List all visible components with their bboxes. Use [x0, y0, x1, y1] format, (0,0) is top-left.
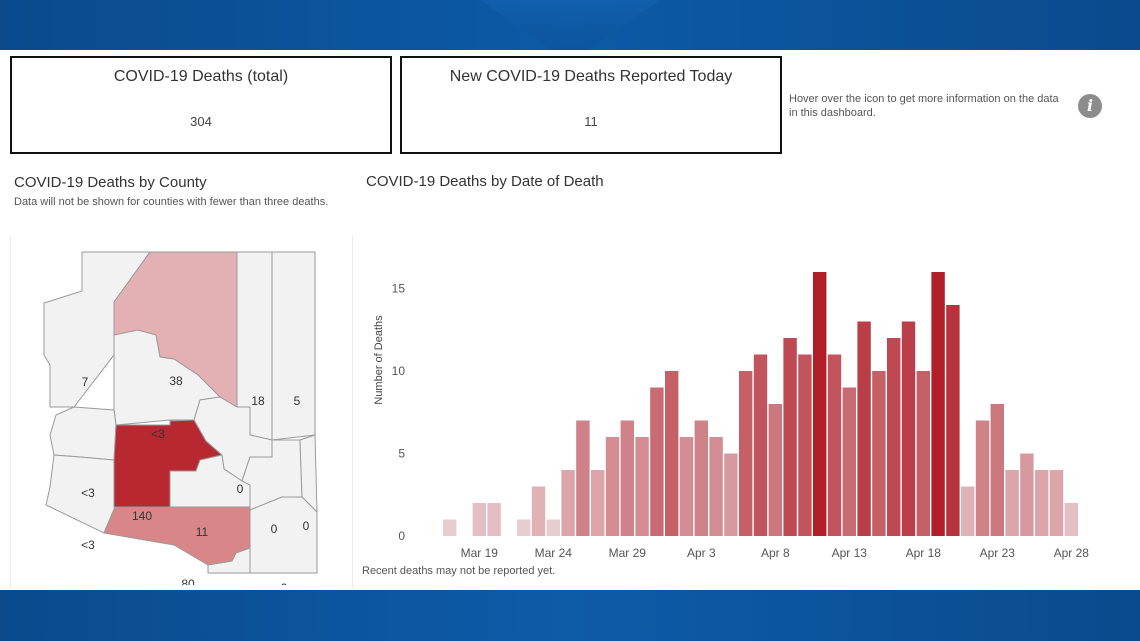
kpi-total-deaths: COVID-19 Deaths (total) 304 [10, 56, 392, 154]
x-tick-label: Apr 23 [980, 546, 1016, 560]
map-left-divider [10, 236, 11, 588]
county-label-la-paz: <3 [81, 486, 95, 500]
info-text: Hover over the icon to get more informat… [789, 93, 1059, 119]
county-label-coconino: 38 [169, 374, 183, 388]
bar-mar-24[interactable] [546, 519, 560, 537]
y-tick-label: 0 [398, 529, 405, 543]
bar-apr-11[interactable] [813, 272, 827, 536]
y-tick-label: 5 [398, 447, 405, 461]
bar-mar-23[interactable] [531, 486, 546, 537]
county-map-title: COVID-19 Deaths by County [14, 174, 207, 191]
bar-apr-20[interactable] [946, 305, 960, 536]
county-la-paz[interactable] [49, 406, 117, 461]
kpi-today-value: 11 [584, 114, 598, 129]
county-label-navajo: 18 [251, 394, 265, 408]
bar-apr-6[interactable] [739, 371, 753, 536]
bar-apr-2[interactable] [679, 437, 694, 536]
bar-mar-30[interactable] [635, 437, 649, 536]
bar-mar-22[interactable] [517, 519, 531, 537]
x-tick-label: Mar 19 [461, 546, 499, 560]
county-label-graham: 0 [271, 522, 278, 536]
x-tick-label: Mar 24 [535, 546, 573, 560]
bar-apr-4[interactable] [709, 437, 723, 536]
bar-apr-18[interactable] [916, 371, 930, 536]
county-label-pinal: 11 [196, 525, 209, 539]
y-axis-ticks: 0 5 10 15 [392, 282, 406, 544]
dashboard-panel: COVID-19 Deaths (total) 304 New COVID-19… [0, 50, 1140, 590]
y-axis-label: Number of Deaths [373, 315, 385, 405]
y-tick-label: 10 [392, 364, 406, 378]
county-label-maricopa: 140 [132, 509, 152, 523]
bar-apr-27[interactable] [1049, 470, 1064, 536]
bar-mar-17[interactable] [443, 519, 457, 537]
bar-mar-27[interactable] [591, 470, 605, 536]
bar-apr-19[interactable] [931, 272, 945, 536]
bar-mar-29[interactable] [620, 420, 634, 537]
county-label-yavapai: <3 [151, 427, 165, 441]
bar-series [443, 272, 1078, 536]
banner-notch [480, 0, 660, 50]
bar-mar-20[interactable] [487, 503, 501, 536]
bar-mar-19[interactable] [472, 503, 486, 536]
bar-apr-17[interactable] [901, 321, 916, 537]
bar-apr-14[interactable] [857, 321, 871, 537]
chart-footnote: Recent deaths may not be reported yet. [362, 565, 556, 577]
bar-apr-5[interactable] [724, 453, 738, 537]
info-icon[interactable]: i [1078, 94, 1102, 118]
county-label-cochise: 0 [281, 581, 288, 585]
bottom-banner [0, 590, 1140, 641]
bar-apr-23[interactable] [990, 404, 1004, 536]
county-label-yuma: <3 [81, 538, 95, 552]
county-label-pima: 80 [181, 577, 195, 585]
bar-apr-26[interactable] [1035, 470, 1049, 536]
bar-apr-15[interactable] [872, 371, 886, 536]
county-label-gila: 0 [237, 482, 244, 496]
x-tick-label: Apr 28 [1054, 546, 1090, 560]
bar-apr-21[interactable] [961, 486, 975, 537]
x-tick-label: Apr 18 [906, 546, 942, 560]
bar-apr-3[interactable] [694, 420, 708, 537]
kpi-total-value: 304 [190, 114, 212, 129]
map-chart-divider [352, 236, 353, 588]
bar-mar-25[interactable] [561, 470, 575, 536]
bar-apr-24[interactable] [1005, 470, 1019, 536]
kpi-today-title: New COVID-19 Deaths Reported Today [449, 68, 733, 85]
bar-apr-25[interactable] [1020, 453, 1034, 537]
bar-apr-10[interactable] [798, 354, 812, 537]
county-label-apache: 5 [294, 394, 301, 408]
bar-mar-26[interactable] [576, 420, 590, 537]
county-label-mohave: 7 [82, 375, 89, 389]
kpi-total-title: COVID-19 Deaths (total) [113, 68, 289, 85]
bar-apr-13[interactable] [842, 387, 856, 537]
bar-apr-8[interactable] [768, 404, 782, 536]
x-tick-label: Apr 3 [687, 546, 716, 560]
chart-title: COVID-19 Deaths by Date of Death [366, 173, 604, 190]
bar-mar-28[interactable] [605, 437, 620, 536]
bar-apr-12[interactable] [827, 354, 842, 537]
bar-apr-28[interactable] [1064, 503, 1078, 536]
bar-apr-7[interactable] [753, 354, 768, 537]
arizona-county-map: 7 38 18 5 <3 <3 <3 140 0 11 0 0 80 0 0 [43, 251, 318, 585]
bar-apr-22[interactable] [975, 420, 990, 537]
bar-apr-16[interactable] [887, 338, 901, 536]
county-label-greenlee: 0 [303, 519, 310, 533]
top-banner [0, 0, 1140, 50]
county-map-note: Data will not be shown for counties with… [14, 196, 329, 208]
y-tick-label: 15 [392, 282, 406, 296]
x-tick-label: Apr 8 [761, 546, 790, 560]
kpi-new-deaths-today: New COVID-19 Deaths Reported Today 11 [400, 56, 782, 154]
county-cochise[interactable] [249, 496, 318, 574]
x-tick-label: Apr 13 [832, 546, 868, 560]
county-apache[interactable] [271, 251, 316, 441]
bar-apr-1[interactable] [665, 371, 679, 536]
bar-apr-9[interactable] [783, 338, 797, 536]
bar-mar-31[interactable] [650, 387, 664, 537]
x-axis-ticks: Mar 19 Mar 24 Mar 29 Apr 3 Apr 8 Apr 13 Apr 18… [461, 546, 1090, 560]
county-pima[interactable] [103, 506, 251, 566]
x-tick-label: Mar 29 [609, 546, 647, 560]
